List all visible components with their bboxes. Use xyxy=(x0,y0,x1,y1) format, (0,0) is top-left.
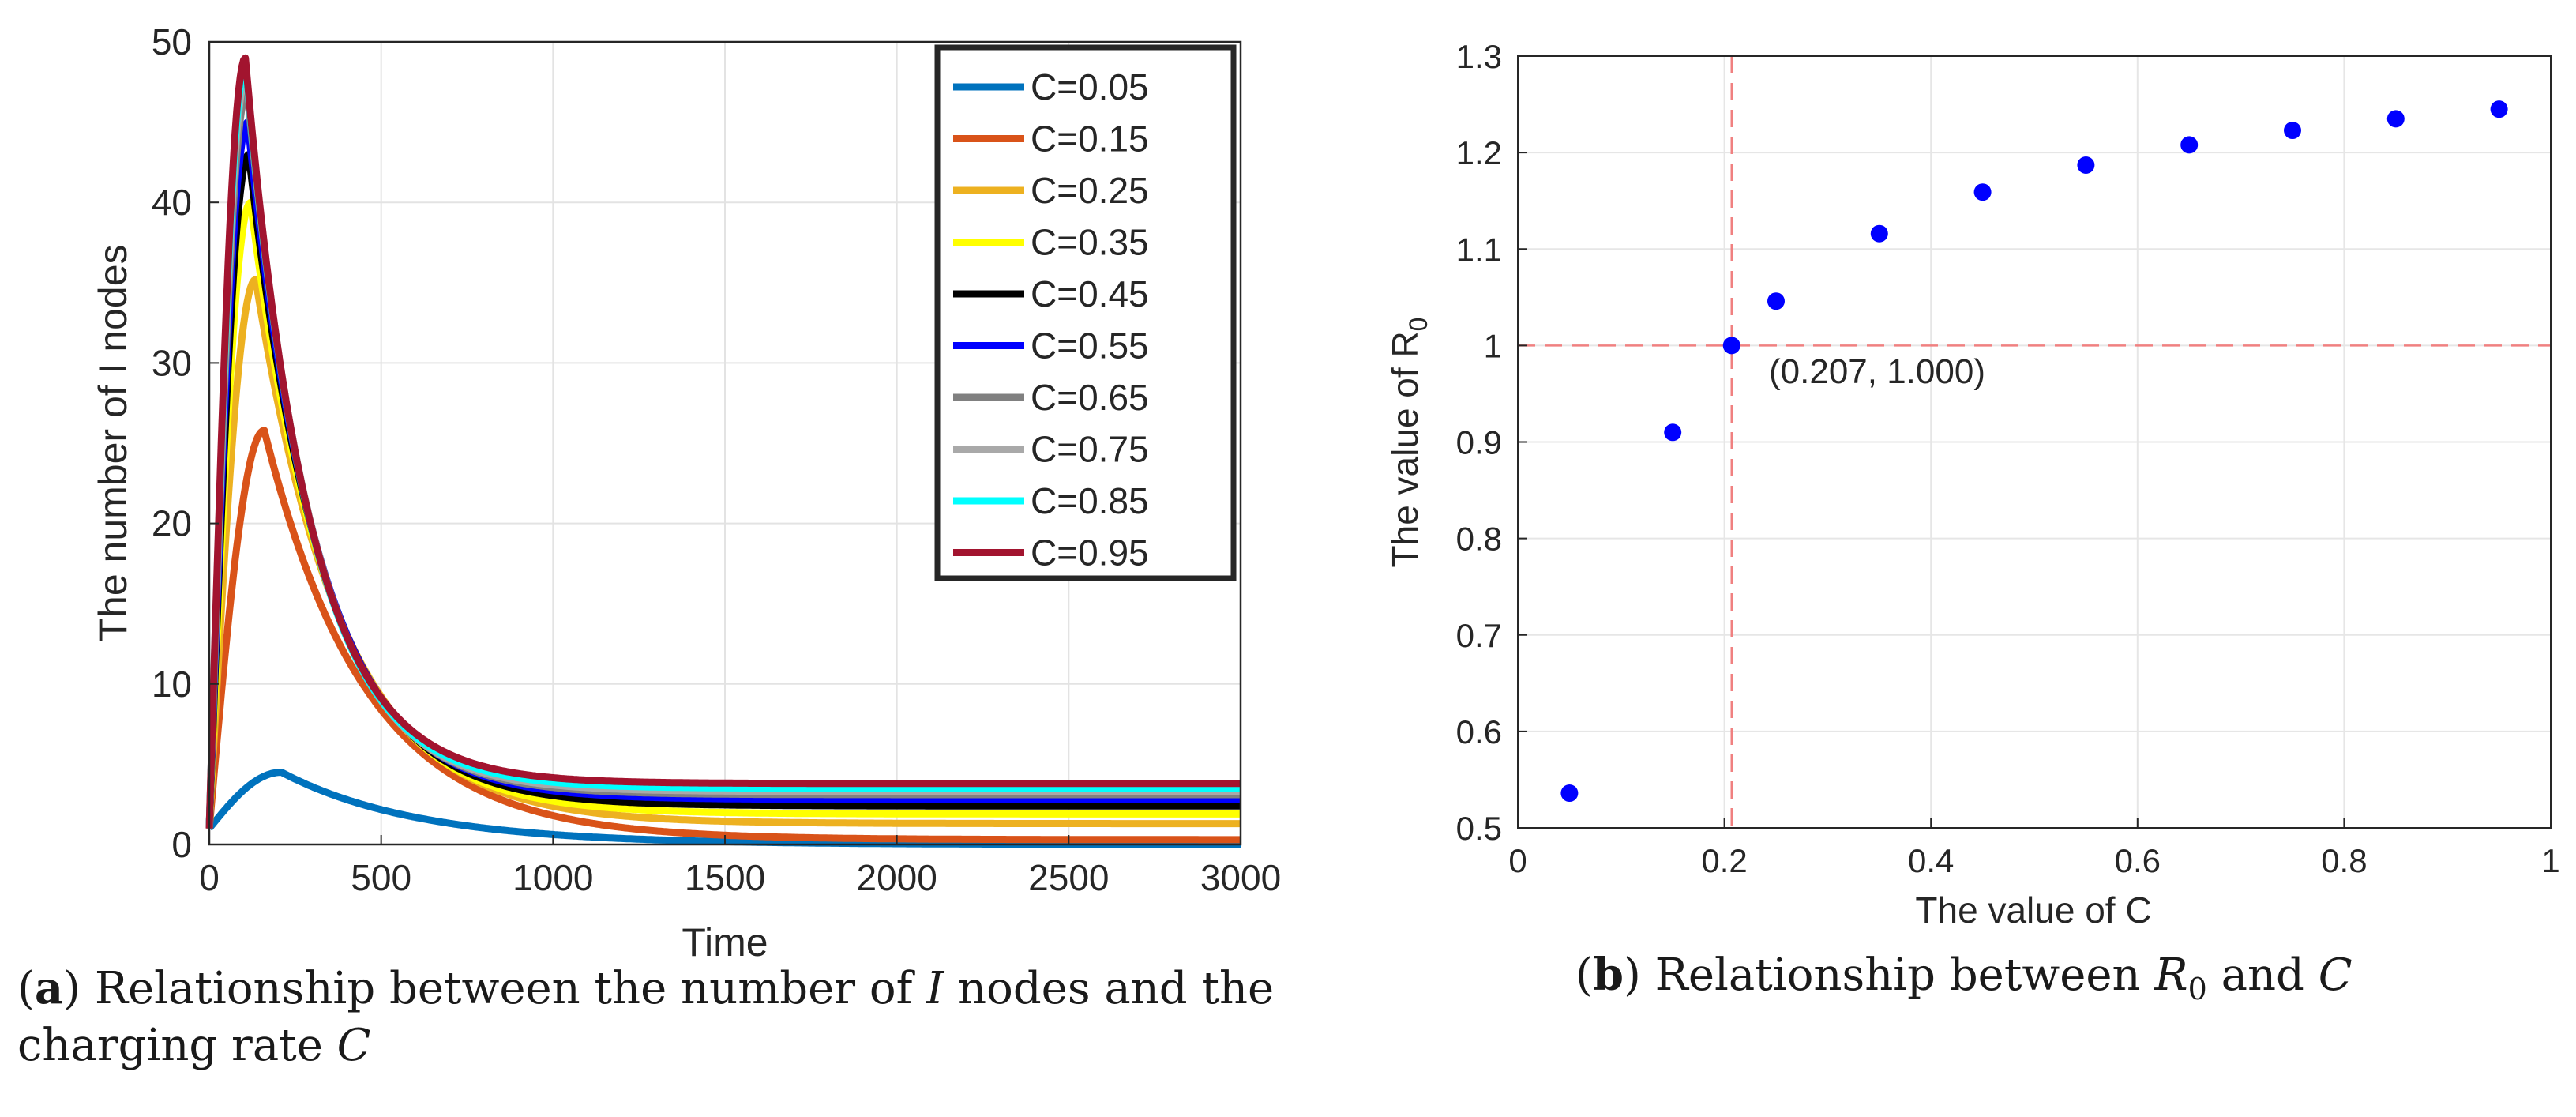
chart-a-series-line xyxy=(205,54,1243,829)
chart-a-legend-label: C=0.15 xyxy=(1031,118,1149,160)
chart-a-x-axis-label: Time xyxy=(682,920,768,965)
caption-a-var: I xyxy=(926,963,944,1014)
chart-b-x-tick-label: 0.6 xyxy=(2115,842,2161,879)
chart-a-x-tick-label: 3000 xyxy=(1200,857,1281,898)
caption-b-var2: C xyxy=(2318,950,2353,1001)
chart-a-x-tick-label: 500 xyxy=(351,857,411,898)
chart-b-y-tick-label: 0.5 xyxy=(1456,810,1502,847)
chart-b-point xyxy=(2077,156,2095,175)
caption-a-line2: charging rate xyxy=(17,1020,323,1071)
chart-b-x-axis-label: The value of C xyxy=(1915,889,2151,931)
chart-a-y-axis-label: The number of I nodes xyxy=(91,244,135,641)
chart-a-y-tick-label: 30 xyxy=(152,342,192,383)
chart-a-legend: C=0.05 C=0.15 C=0.25 C=0.35 C=0.45 C=0.55 C=0.… xyxy=(934,44,1237,581)
caption-b-var1: R xyxy=(2154,950,2188,1001)
caption-a-label: a xyxy=(34,962,64,1014)
chart-a-legend-label: C=0.05 xyxy=(1031,66,1149,107)
caption-a-text-pre: Relationship between the number of xyxy=(94,963,913,1014)
chart-a-legend-label: C=0.35 xyxy=(1031,222,1149,263)
chart-b-points xyxy=(1560,100,2508,803)
chart-b-x-tick-label: 0.2 xyxy=(1701,842,1747,879)
chart-a-legend-label: C=0.55 xyxy=(1031,325,1149,367)
chart-b-y-tick-label: 1 xyxy=(1484,327,1502,364)
chart-b-point xyxy=(1664,423,1682,442)
chart-a-legend-label: C=0.95 xyxy=(1031,532,1149,574)
chart-b-ticks: 0 0.2 0.4 0.6 0.8 1 0.5 0.6 0.7 0.8 0.9 1 1.1 1.2 1.3 xyxy=(1456,38,2560,879)
chart-b-y-tick-label: 1.1 xyxy=(1456,231,1502,268)
chart-a: 0 500 1000 1500 2000 2500 3000 0 10 20 30 40 50 Time… xyxy=(91,21,1281,965)
chart-b-point xyxy=(2490,100,2508,118)
chart-a-legend-label: C=0.65 xyxy=(1031,377,1149,418)
chart-b-y-tick-label: 0.7 xyxy=(1456,617,1502,654)
chart-b-x-tick-label: 1 xyxy=(2541,842,2559,879)
chart-b-x-tick-label: 0 xyxy=(1508,842,1526,879)
chart-a-y-tick-label: 20 xyxy=(152,503,192,544)
caption-b-var1-sub: 0 xyxy=(2187,972,2207,1007)
caption-a-text-mid: nodes and the xyxy=(958,963,1275,1014)
chart-a-x-tick-label: 1000 xyxy=(513,857,593,898)
chart-a-y-tick-label: 50 xyxy=(152,21,192,62)
caption-a: (a) Relationship between the number of I… xyxy=(17,962,1275,1071)
chart-a-legend-label: C=0.45 xyxy=(1031,273,1149,314)
chart-b-point xyxy=(2284,122,2301,140)
chart-b-y-tick-label: 1.3 xyxy=(1456,38,1502,75)
chart-b-point xyxy=(1722,337,1740,355)
chart-a-y-tick-label: 40 xyxy=(152,182,192,223)
caption-a-line2-var: C xyxy=(336,1020,371,1071)
chart-b-y-tick-label: 0.9 xyxy=(1456,424,1502,461)
chart-a-x-tick-label: 2000 xyxy=(856,857,937,898)
chart-b-y-label-prefix: The value of R xyxy=(1384,331,1425,567)
chart-b-point xyxy=(2180,136,2199,154)
chart-a-legend-label: C=0.75 xyxy=(1031,429,1149,470)
caption-b-label: b xyxy=(1592,949,1624,1001)
chart-a-legend-label: C=0.25 xyxy=(1031,170,1149,211)
chart-b-y-tick-label: 0.6 xyxy=(1456,713,1502,750)
chart-b-point xyxy=(1973,183,1992,201)
chart-b-x-tick-label: 0.8 xyxy=(2321,842,2367,879)
chart-b-x-tick-label: 0.4 xyxy=(1908,842,1954,879)
chart-a-x-tick-label: 1500 xyxy=(685,857,765,898)
chart-b-y-tick-label: 1.2 xyxy=(1456,134,1502,171)
chart-b-point xyxy=(1767,292,1785,310)
chart-b-reference-lines xyxy=(1518,56,2551,828)
chart-a-x-tick-label: 0 xyxy=(199,857,220,898)
chart-b-point xyxy=(2386,110,2405,128)
chart-a-y-tick-label: 10 xyxy=(152,664,192,705)
chart-b-annotation: (0.207, 1.000) xyxy=(1769,352,1985,391)
chart-b-y-axis-label: The value of R0 xyxy=(1384,318,1433,568)
chart-b-y-tick-label: 0.8 xyxy=(1456,521,1502,558)
caption-b-text-pre: Relationship between xyxy=(1654,950,2141,1001)
chart-b-point xyxy=(1870,224,1888,243)
caption-b: (b) Relationship between R0 and C xyxy=(1575,949,2353,1007)
chart-b-point xyxy=(1560,784,1579,803)
chart-a-ticks: 0 500 1000 1500 2000 2500 3000 0 10 20 30 40 50 xyxy=(152,21,1281,898)
chart-a-x-tick-label: 2500 xyxy=(1028,857,1109,898)
chart-b: 0 0.2 0.4 0.6 0.8 10.50.60.70.80.911.11.21.3 … xyxy=(1384,38,2560,931)
chart-a-legend-label: C=0.85 xyxy=(1031,480,1149,521)
chart-a-y-tick-label: 0 xyxy=(171,824,192,865)
chart-b-y-label-subscript: 0 xyxy=(1404,318,1433,332)
caption-b-text-mid: and xyxy=(2221,950,2304,1001)
